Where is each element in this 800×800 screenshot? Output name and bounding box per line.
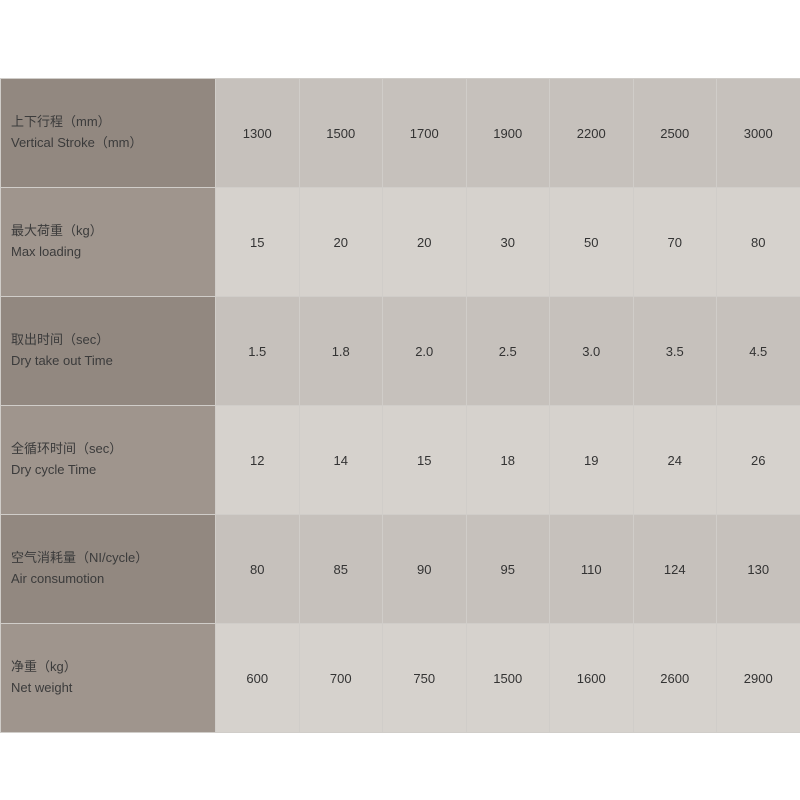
cell-value: 70 — [633, 188, 717, 297]
row-label-en: Net weight — [11, 680, 72, 695]
cell-value: 600 — [216, 624, 300, 733]
row-label: 全循环时间（sec） Dry cycle Time — [1, 406, 216, 515]
cell-value: 750 — [383, 624, 467, 733]
cell-value: 700 — [299, 624, 383, 733]
cell-value: 19 — [550, 406, 634, 515]
cell-value: 2900 — [717, 624, 800, 733]
cell-value: 30 — [466, 188, 550, 297]
cell-value: 2500 — [633, 79, 717, 188]
cell-value: 1900 — [466, 79, 550, 188]
cell-value: 95 — [466, 515, 550, 624]
cell-value: 1700 — [383, 79, 467, 188]
cell-value: 85 — [299, 515, 383, 624]
row-label-cn: 上下行程（mm） — [11, 114, 111, 129]
cell-value: 2600 — [633, 624, 717, 733]
cell-value: 2.5 — [466, 297, 550, 406]
spec-table-container: 上下行程（mm）Vertical Stroke（mm）1300150017001… — [0, 78, 800, 733]
cell-value: 80 — [717, 188, 800, 297]
row-label-cn: 最大荷重（kg） — [11, 223, 103, 238]
table-row: 全循环时间（sec） Dry cycle Time 12141518192426 — [1, 406, 800, 515]
cell-value: 2.0 — [383, 297, 467, 406]
cell-value: 4.5 — [717, 297, 800, 406]
row-label-cn: 取出时间（sec） — [11, 332, 109, 347]
table-row: 最大荷重（kg）Max loading15202030507080 — [1, 188, 800, 297]
cell-value: 1.8 — [299, 297, 383, 406]
cell-value: 1300 — [216, 79, 300, 188]
cell-value: 130 — [717, 515, 800, 624]
cell-value: 80 — [216, 515, 300, 624]
cell-value: 3000 — [717, 79, 800, 188]
row-label-en: Dry take out Time — [11, 353, 113, 368]
cell-value: 15 — [383, 406, 467, 515]
row-label-cn: 净重（kg） — [11, 659, 77, 674]
cell-value: 90 — [383, 515, 467, 624]
cell-value: 110 — [550, 515, 634, 624]
cell-value: 1.5 — [216, 297, 300, 406]
table-row: 取出时间（sec）Dry take out Time1.51.82.02.53.… — [1, 297, 800, 406]
cell-value: 50 — [550, 188, 634, 297]
cell-value: 26 — [717, 406, 800, 515]
cell-value: 14 — [299, 406, 383, 515]
row-label-cn: 空气消耗量（NI/cycle） — [11, 550, 148, 565]
cell-value: 20 — [299, 188, 383, 297]
row-label: 取出时间（sec） Dry take out Time — [1, 297, 216, 406]
cell-value: 1500 — [466, 624, 550, 733]
cell-value: 24 — [633, 406, 717, 515]
cell-value: 3.5 — [633, 297, 717, 406]
row-label: 空气消耗量（NI/cycle） Air consumotion — [1, 515, 216, 624]
row-label-cn: 全循环时间（sec） — [11, 441, 122, 456]
cell-value: 124 — [633, 515, 717, 624]
spec-table: 上下行程（mm）Vertical Stroke（mm）1300150017001… — [0, 78, 800, 733]
row-label-en: Vertical Stroke（mm） — [11, 135, 142, 150]
table-row: 净重（kg） Net weight 600700750150016002600290… — [1, 624, 800, 733]
row-label-en: Max loading — [11, 244, 81, 259]
cell-value: 3.0 — [550, 297, 634, 406]
table-row: 空气消耗量（NI/cycle） Air consumotion 8085909511… — [1, 515, 800, 624]
cell-value: 12 — [216, 406, 300, 515]
cell-value: 2200 — [550, 79, 634, 188]
row-label: 净重（kg） Net weight — [1, 624, 216, 733]
cell-value: 1600 — [550, 624, 634, 733]
table-row: 上下行程（mm） Vertical Stroke（mm） 1300150017001… — [1, 79, 800, 188]
row-label: 最大荷重（kg） Max loading — [1, 188, 216, 297]
cell-value: 15 — [216, 188, 300, 297]
row-label-en: Dry cycle Time — [11, 462, 96, 477]
cell-value: 18 — [466, 406, 550, 515]
cell-value: 1500 — [299, 79, 383, 188]
row-label-en: Air consumotion — [11, 571, 104, 586]
row-label: 上下行程（mm） Vertical Stroke（mm） — [1, 79, 216, 188]
cell-value: 20 — [383, 188, 467, 297]
